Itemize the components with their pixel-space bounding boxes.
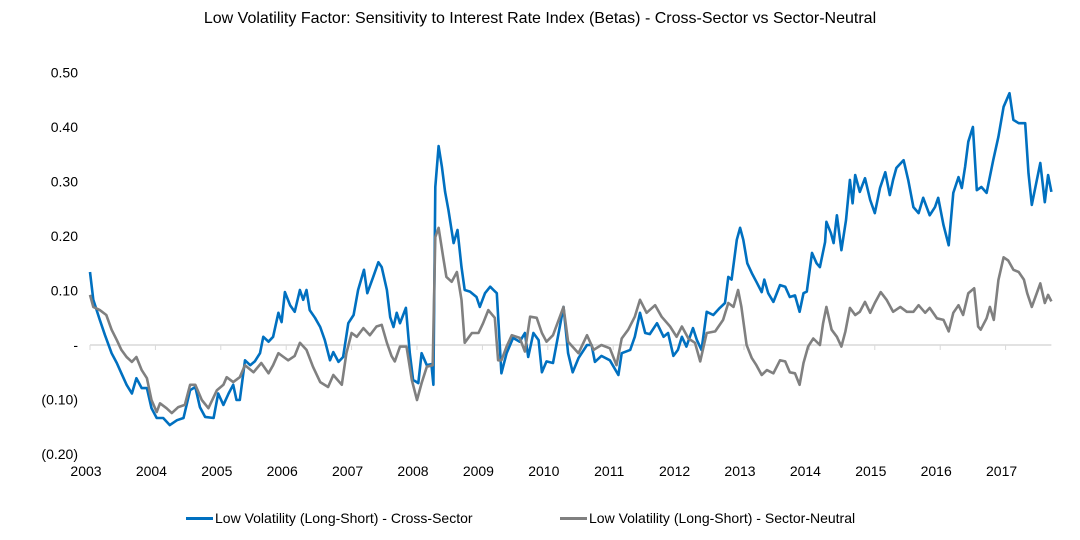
x-tick-label: 2006 [267,463,298,479]
x-tick-label: 2003 [70,463,101,479]
x-tick-label: 2013 [724,463,755,479]
x-tick-label: 2007 [332,463,363,479]
y-tick-label: (0.10) [41,392,78,408]
y-tick-label: - [73,337,78,353]
x-tick-label: 2014 [790,463,821,479]
x-tick-label: 2012 [659,463,690,479]
series-line-cross-sector [88,91,1053,427]
legend-label-cross-sector: Low Volatility (Long-Short) - Cross-Sect… [215,510,473,526]
chart-title: Low Volatility Factor: Sensitivity to In… [203,10,877,27]
series-line-sector-neutral [88,226,1053,415]
y-tick-label: 0.50 [51,65,78,81]
x-tick-label: 2015 [855,463,886,479]
x-tick-label: 2008 [397,463,428,479]
legend-item-sector-neutral: Low Volatility (Long-Short) - Sector-Neu… [560,510,855,526]
axes: 2003 2004 2005 2006 2007 2008 2009 2010 2011 2012… [41,65,1052,479]
series-lines [88,91,1053,427]
y-tick-label: 0.20 [51,228,78,244]
x-tick-label: 2005 [201,463,232,479]
legend-swatch-cross-sector [186,516,213,520]
x-tick-label: 2004 [136,463,167,479]
y-tick-label: (0.20) [41,446,78,462]
legend-item-cross-sector: Low Volatility (Long-Short) - Cross-Sect… [186,510,473,526]
x-tick-label: 2010 [528,463,559,479]
y-tick-label: 0.10 [51,283,78,299]
legend-swatch-sector-neutral [560,516,587,520]
y-tick-label: 0.30 [51,174,78,190]
x-tick-label: 2017 [986,463,1017,479]
legend-label-sector-neutral: Low Volatility (Long-Short) - Sector-Neu… [589,510,856,526]
y-tick-label: 0.40 [51,119,78,135]
x-tick-label: 2009 [463,463,494,479]
x-tick-label: 2016 [921,463,952,479]
x-tick-label: 2011 [594,463,624,479]
